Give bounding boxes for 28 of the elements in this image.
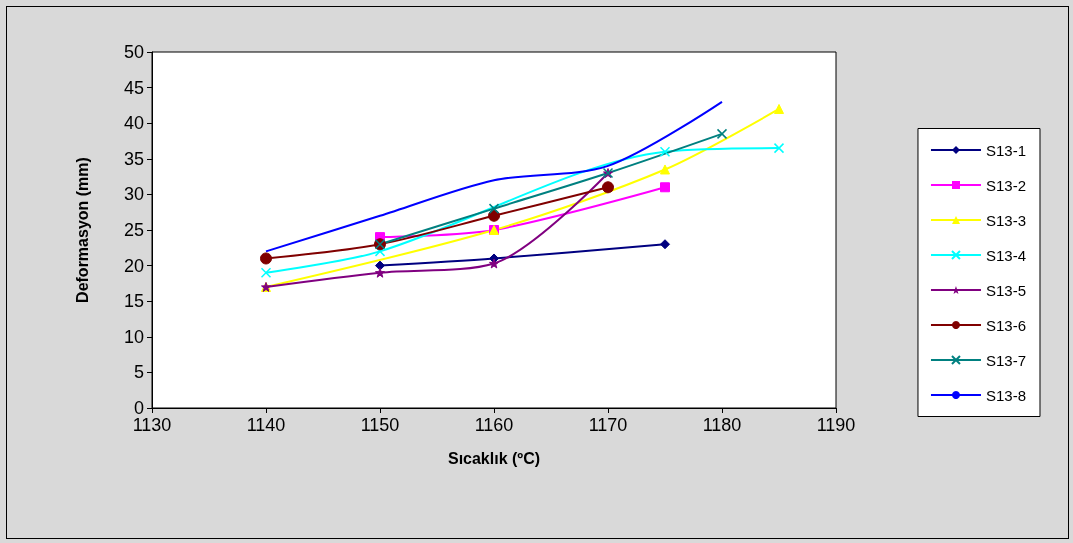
y-tick-label: 50 xyxy=(123,42,144,62)
legend-label: S13-1 xyxy=(985,141,1026,159)
y-tick-label: 0 xyxy=(133,398,144,418)
y-axis-title: Deformasyon (mm) xyxy=(73,157,91,303)
y-tick-label: 40 xyxy=(123,113,144,134)
legend-label: S13-6 xyxy=(985,316,1026,334)
legend-label: S13-4 xyxy=(985,246,1026,264)
legend-label: S13-7 xyxy=(985,351,1026,369)
y-tick-label: 25 xyxy=(123,220,144,240)
x-tick-label: 1160 xyxy=(474,415,514,435)
y-tick-label: 5 xyxy=(133,362,144,383)
y-tick-label: 35 xyxy=(123,148,144,169)
y-tick-label: 30 xyxy=(123,184,144,205)
x-axis-title: Sıcaklık (ºC) xyxy=(447,449,541,467)
legend-label: S13-2 xyxy=(985,176,1026,194)
x-tick-label: 1190 xyxy=(816,415,856,435)
y-tick-label: 10 xyxy=(123,326,144,347)
legend-label: S13-8 xyxy=(985,386,1026,404)
legend-label: S13-5 xyxy=(985,281,1026,299)
legend-label: S13-3 xyxy=(985,211,1026,229)
x-tick-label: 1170 xyxy=(588,415,628,435)
y-tick-label: 15 xyxy=(123,291,144,312)
x-tick-label: 1140 xyxy=(246,415,286,435)
y-tick-label: 20 xyxy=(123,255,144,276)
x-tick-label: 1180 xyxy=(702,415,742,435)
y-tick-label: 45 xyxy=(123,77,144,98)
x-tick-label: 1130 xyxy=(132,415,172,435)
x-tick-label: 1150 xyxy=(360,415,400,435)
